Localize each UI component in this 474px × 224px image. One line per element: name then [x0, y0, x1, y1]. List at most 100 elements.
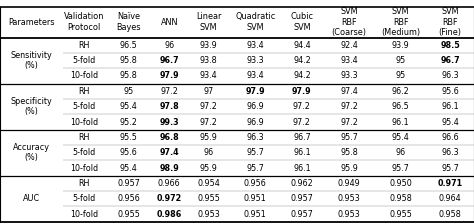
Text: SVM
RBF
(Fine): SVM RBF (Fine): [439, 7, 462, 37]
Text: 96.2: 96.2: [392, 87, 410, 96]
Text: 5-fold: 5-fold: [73, 148, 96, 157]
Text: RH: RH: [79, 179, 90, 188]
Text: 5-fold: 5-fold: [73, 194, 96, 203]
Text: 95.9: 95.9: [200, 133, 218, 142]
Text: 98.5: 98.5: [440, 41, 460, 50]
Text: AUC: AUC: [23, 194, 40, 203]
Text: 95.7: 95.7: [246, 148, 264, 157]
Text: 96.3: 96.3: [441, 71, 459, 80]
Text: 97.2: 97.2: [200, 102, 218, 111]
Text: 95.6: 95.6: [441, 87, 459, 96]
Text: ANN: ANN: [161, 18, 178, 27]
Text: 93.3: 93.3: [246, 56, 264, 65]
Text: 96.1: 96.1: [293, 148, 311, 157]
Text: 0.958: 0.958: [439, 210, 462, 219]
Text: 95.7: 95.7: [441, 164, 459, 172]
Text: 96.8: 96.8: [159, 133, 179, 142]
Text: 95.2: 95.2: [120, 118, 137, 127]
Text: 95.8: 95.8: [120, 71, 137, 80]
Text: 0.962: 0.962: [291, 179, 313, 188]
Text: 97.9: 97.9: [292, 87, 312, 96]
Text: 0.964: 0.964: [439, 194, 462, 203]
Text: 94.2: 94.2: [293, 71, 311, 80]
Text: 95.7: 95.7: [340, 133, 358, 142]
Text: SVM
RBF
(Coarse): SVM RBF (Coarse): [332, 7, 367, 37]
Text: 95.4: 95.4: [120, 164, 137, 172]
Text: 97.2: 97.2: [293, 102, 311, 111]
Text: 97.9: 97.9: [246, 87, 265, 96]
Text: 10-fold: 10-fold: [70, 164, 98, 172]
Text: 95.7: 95.7: [246, 164, 264, 172]
Text: 95.4: 95.4: [441, 118, 459, 127]
Text: Specificity
(%): Specificity (%): [10, 97, 52, 116]
Text: 97.2: 97.2: [200, 118, 218, 127]
Text: Quadratic
SVM: Quadratic SVM: [235, 13, 275, 32]
Text: 97.2: 97.2: [160, 87, 178, 96]
Text: 96.1: 96.1: [392, 118, 410, 127]
Text: 98.9: 98.9: [159, 164, 179, 172]
Text: 93.4: 93.4: [246, 71, 264, 80]
Text: 96.9: 96.9: [246, 118, 264, 127]
Text: 10-fold: 10-fold: [70, 118, 98, 127]
Text: 97.2: 97.2: [293, 118, 311, 127]
Text: 0.954: 0.954: [197, 179, 220, 188]
Text: 95.8: 95.8: [340, 148, 358, 157]
Text: 0.986: 0.986: [157, 210, 182, 219]
Text: 0.953: 0.953: [338, 194, 361, 203]
Text: Linear
SVM: Linear SVM: [196, 13, 221, 32]
Text: 0.951: 0.951: [244, 194, 266, 203]
Text: 0.957: 0.957: [291, 210, 313, 219]
Text: 95.8: 95.8: [120, 56, 137, 65]
Text: 0.955: 0.955: [197, 194, 220, 203]
Text: 95.4: 95.4: [392, 133, 410, 142]
Text: 0.949: 0.949: [338, 179, 361, 188]
Text: 92.4: 92.4: [340, 41, 358, 50]
Text: Validation
Protocol: Validation Protocol: [64, 13, 104, 32]
Text: 95.7: 95.7: [392, 164, 410, 172]
Text: 95: 95: [396, 71, 406, 80]
Text: 10-fold: 10-fold: [70, 71, 98, 80]
Text: 97.4: 97.4: [159, 148, 179, 157]
Text: 95: 95: [396, 56, 406, 65]
Text: RH: RH: [79, 133, 90, 142]
Text: 97.4: 97.4: [340, 87, 358, 96]
Text: 96: 96: [203, 148, 213, 157]
Text: 96.7: 96.7: [440, 56, 460, 65]
Text: 95.6: 95.6: [120, 148, 137, 157]
Text: 96.5: 96.5: [120, 41, 137, 50]
Text: 96.3: 96.3: [441, 148, 459, 157]
Text: 0.957: 0.957: [117, 179, 140, 188]
Text: Accuracy
(%): Accuracy (%): [13, 143, 50, 162]
Text: 94.2: 94.2: [293, 56, 311, 65]
Text: 96: 96: [396, 148, 406, 157]
Text: 0.953: 0.953: [197, 210, 220, 219]
Text: 0.950: 0.950: [389, 179, 412, 188]
Text: 97: 97: [203, 87, 214, 96]
Text: 95: 95: [124, 87, 134, 96]
Text: Naïve
Bayes: Naïve Bayes: [117, 13, 141, 32]
Text: 96.5: 96.5: [392, 102, 410, 111]
Text: Parameters: Parameters: [8, 18, 55, 27]
Text: 95.9: 95.9: [200, 164, 218, 172]
Text: 0.966: 0.966: [158, 179, 181, 188]
Text: 5-fold: 5-fold: [73, 56, 96, 65]
Text: 96: 96: [164, 41, 174, 50]
Text: 0.956: 0.956: [244, 179, 266, 188]
Text: 95.9: 95.9: [340, 164, 358, 172]
Text: 93.3: 93.3: [340, 71, 358, 80]
Text: 0.957: 0.957: [291, 194, 313, 203]
Text: 0.972: 0.972: [157, 194, 182, 203]
Text: 97.8: 97.8: [159, 102, 179, 111]
Text: 96.3: 96.3: [246, 133, 264, 142]
Text: 96.1: 96.1: [441, 102, 459, 111]
Text: 97.9: 97.9: [159, 71, 179, 80]
Text: RH: RH: [79, 41, 90, 50]
Text: 96.7: 96.7: [159, 56, 179, 65]
Text: RH: RH: [79, 87, 90, 96]
Text: 0.958: 0.958: [389, 194, 412, 203]
Text: 93.4: 93.4: [340, 56, 358, 65]
Text: SVM
RBF
(Medium): SVM RBF (Medium): [381, 7, 420, 37]
Text: 0.955: 0.955: [389, 210, 412, 219]
Text: 96.9: 96.9: [246, 102, 264, 111]
Text: 96.6: 96.6: [441, 133, 459, 142]
